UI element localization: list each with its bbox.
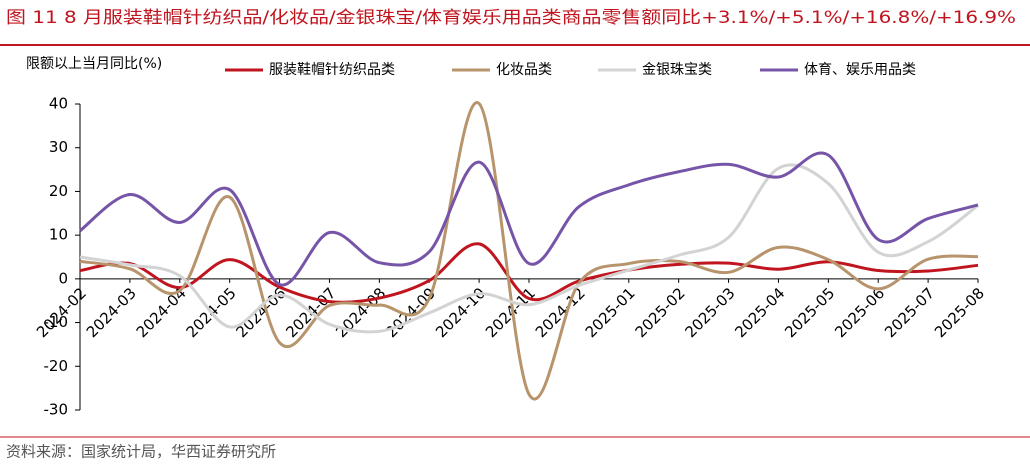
y-tick-label: -30 (44, 401, 69, 419)
x-tick-label: 2025-04 (731, 284, 788, 341)
series-line (79, 163, 979, 334)
x-tick-label: 2025-06 (831, 284, 888, 341)
series-line (79, 242, 979, 304)
x-tick-label: 2025-02 (632, 284, 689, 341)
x-tick-label: 2024-03 (83, 284, 140, 341)
x-tick-label: 2025-08 (931, 284, 988, 341)
y-tick-label: 20 (49, 182, 68, 200)
y-tick-label: 10 (49, 226, 68, 244)
y-axis-label: 限额以上当月同比(%) (26, 56, 162, 72)
y-tick-label: -20 (44, 357, 69, 375)
chart-title: 图 11 8 月服装鞋帽针纺织品/化妆品/金银珠宝/体育娱乐用品类商品零售额同比… (6, 8, 1016, 28)
x-tick-label: 2024-04 (133, 284, 190, 341)
x-tick-label: 2024-02 (33, 284, 90, 341)
x-tick-label: 2025-05 (781, 284, 838, 341)
x-tick-label: 2025-07 (881, 284, 938, 341)
series-line (79, 101, 979, 401)
y-tick-label: 0 (58, 269, 68, 287)
x-tick-label: 2025-01 (582, 284, 639, 341)
legend-label: 服装鞋帽针纺织品类 (269, 62, 395, 78)
y-tick-label: 40 (49, 95, 68, 113)
legend-label: 体育、娱乐用品类 (804, 62, 916, 78)
legend-label: 化妆品类 (496, 62, 552, 78)
x-tick-label: 2025-03 (682, 284, 739, 341)
source: 资料来源：国家统计局，华西证券研究所 (6, 443, 276, 461)
y-tick-label: 30 (49, 138, 68, 156)
y-tick-label: -10 (44, 313, 69, 331)
legend-label: 金银珠宝类 (642, 62, 712, 78)
series-line (79, 151, 979, 287)
